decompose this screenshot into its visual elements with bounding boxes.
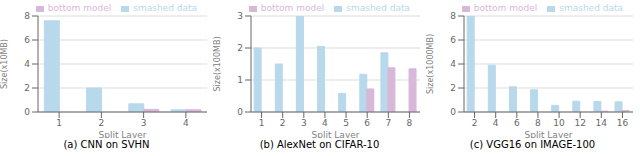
svg-text:6: 6 — [450, 35, 456, 45]
svg-text:Size(x1000MB): Size(x1000MB) — [426, 34, 435, 94]
svg-text:5: 5 — [343, 118, 349, 128]
svg-text:4: 4 — [450, 59, 456, 69]
html-text:smashed data: smashed data — [346, 3, 410, 13]
html-text:(a) CNN on SVHN: (a) CNN on SVHN — [63, 139, 150, 150]
svg-text:12: 12 — [574, 118, 585, 128]
svg-text:1: 1 — [56, 118, 62, 128]
html-text:(c) VGG16 on IMAGE-100: (c) VGG16 on IMAGE-100 — [469, 139, 596, 150]
svg-text:Split Layer: Split Layer — [525, 130, 573, 138]
html-text:bottom model: bottom model — [473, 3, 538, 13]
svg-text:4: 4 — [183, 118, 189, 128]
svg-text:2: 2 — [24, 83, 30, 93]
html-text:bottom model: bottom model — [47, 3, 112, 13]
svg-text:8: 8 — [24, 11, 30, 21]
svg-text:0: 0 — [237, 107, 243, 117]
html-text:(b) AlexNet on CIFAR-10: (b) AlexNet on CIFAR-10 — [259, 139, 380, 150]
svg-text:3: 3 — [237, 11, 243, 21]
svg-text:4: 4 — [322, 118, 328, 128]
svg-text:1: 1 — [237, 75, 243, 85]
svg-text:16: 16 — [617, 118, 629, 128]
html-text:smashed data: smashed data — [133, 3, 197, 13]
svg-text:2: 2 — [450, 83, 456, 93]
svg-text:6: 6 — [514, 118, 520, 128]
svg-text:8: 8 — [535, 118, 541, 128]
svg-text:4: 4 — [493, 118, 499, 128]
svg-text:Split Layer: Split Layer — [312, 130, 360, 138]
svg-text:7: 7 — [385, 118, 391, 128]
svg-text:0: 0 — [450, 107, 456, 117]
svg-text:2: 2 — [472, 118, 478, 128]
svg-text:6: 6 — [24, 35, 30, 45]
svg-text:Split Layer: Split Layer — [99, 130, 147, 138]
svg-text:4: 4 — [24, 59, 30, 69]
svg-text:1: 1 — [259, 118, 265, 128]
html-text:smashed data: smashed data — [559, 3, 623, 13]
svg-text:Size(x10MB): Size(x10MB) — [8, 39, 9, 89]
svg-text:0: 0 — [24, 107, 30, 117]
svg-text:10: 10 — [553, 118, 565, 128]
svg-text:2: 2 — [237, 43, 243, 53]
svg-text:8: 8 — [407, 118, 413, 128]
svg-text:14: 14 — [596, 118, 608, 128]
svg-text:Size(x100MB): Size(x100MB) — [213, 36, 222, 91]
svg-text:8: 8 — [450, 11, 456, 21]
svg-text:2: 2 — [99, 118, 105, 128]
svg-text:3: 3 — [301, 118, 307, 128]
svg-text:2: 2 — [280, 118, 286, 128]
svg-text:6: 6 — [364, 118, 370, 128]
html-text:bottom model: bottom model — [260, 3, 325, 13]
svg-text:3: 3 — [141, 118, 147, 128]
